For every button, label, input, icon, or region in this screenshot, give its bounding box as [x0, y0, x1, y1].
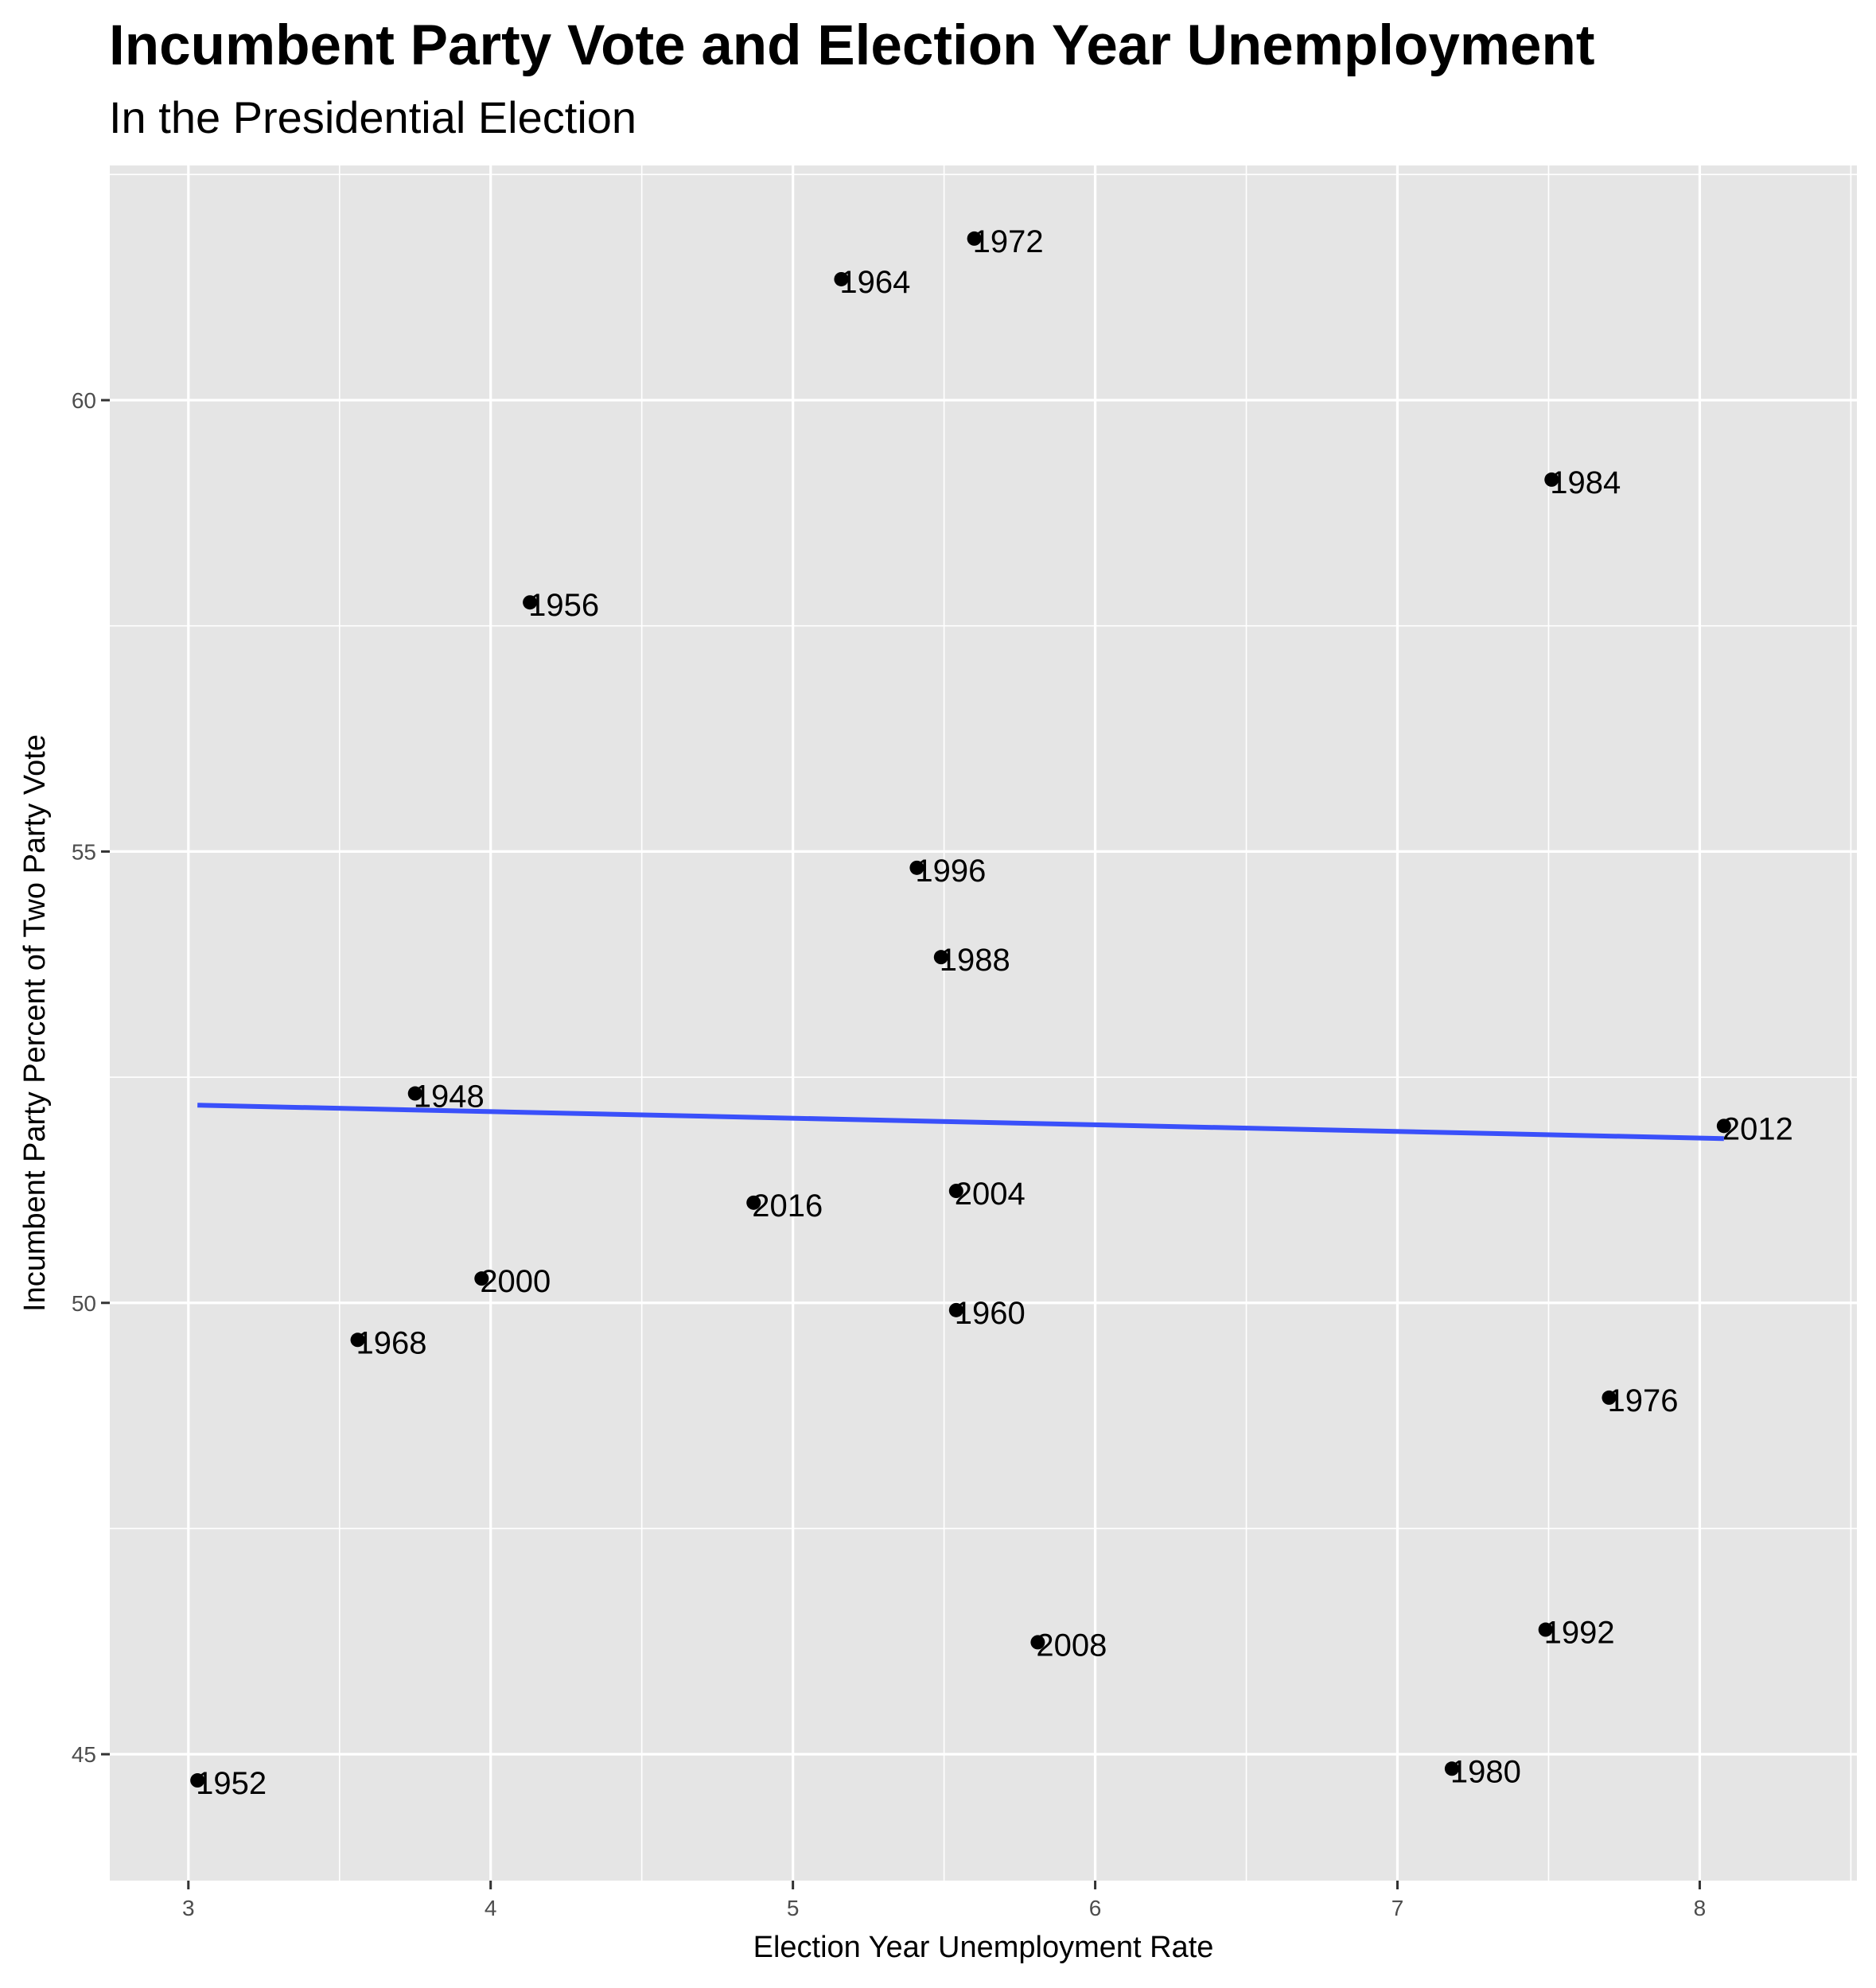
data-point: [1716, 1118, 1731, 1134]
point-label: 1960: [955, 1296, 1026, 1331]
data-point: [1030, 1635, 1045, 1650]
point-label: 1948: [414, 1080, 485, 1115]
data-point: [350, 1332, 365, 1348]
data-point: [948, 1302, 963, 1317]
x-tick-label: 5: [787, 1896, 800, 1920]
point-label: 1968: [356, 1325, 427, 1360]
data-point: [948, 1184, 963, 1199]
chart-subtitle: In the Presidential Election: [109, 92, 636, 142]
point-label: 2016: [752, 1189, 823, 1224]
data-point: [933, 950, 948, 965]
x-tick-label: 3: [182, 1896, 195, 1920]
x-tick-label: 8: [1694, 1896, 1707, 1920]
data-point: [1444, 1761, 1459, 1776]
fit-line-group: [197, 1103, 1724, 1142]
y-axis-title: Incumbent Party Percent of Two Party Vot…: [18, 734, 52, 1312]
x-tick-label: 7: [1391, 1896, 1404, 1920]
x-tick-label: 4: [485, 1896, 497, 1920]
y-tick-label: 50: [72, 1291, 96, 1316]
data-point: [474, 1271, 489, 1286]
point-label: 1964: [839, 265, 910, 300]
data-point: [967, 231, 982, 246]
point-label: 1984: [1550, 465, 1621, 500]
point-label: 1952: [196, 1766, 267, 1801]
y-tick-label: 45: [72, 1742, 96, 1767]
data-point: [1602, 1390, 1617, 1405]
x-axis-title: Election Year Unemployment Rate: [753, 1931, 1214, 1964]
point-label: 1996: [915, 854, 986, 889]
y-tick-label: 55: [72, 839, 96, 864]
data-point: [1544, 472, 1559, 487]
data-point: [834, 271, 849, 286]
data-point: [909, 860, 924, 875]
data-points: [190, 231, 1731, 1788]
point-label: 1972: [973, 224, 1044, 259]
point-label: 1956: [528, 588, 599, 623]
plot-panel: [110, 165, 1857, 1881]
chart-title: Incumbent Party Vote and Election Year U…: [109, 14, 1595, 77]
x-tick-label: 6: [1089, 1896, 1102, 1920]
point-label: 2008: [1036, 1628, 1107, 1663]
point-label: 2004: [955, 1177, 1026, 1212]
point-label: 1988: [940, 943, 1010, 978]
data-point: [1538, 1622, 1553, 1637]
data-point: [407, 1086, 422, 1101]
data-point: [746, 1195, 761, 1210]
data-point: [190, 1773, 205, 1788]
regression-line: [197, 1103, 1724, 1142]
point-labels: 1948 1952 1956 1960 1964 1968 1972 1976 1980 1984…: [196, 224, 1793, 1801]
point-label: 1980: [1450, 1754, 1521, 1789]
point-label: 2012: [1722, 1111, 1793, 1146]
y-tick-label: 60: [72, 388, 96, 413]
point-label: 1976: [1607, 1383, 1678, 1418]
grid-lines: [110, 165, 1857, 1881]
point-label: 1992: [1544, 1616, 1615, 1651]
data-point: [523, 595, 538, 610]
point-label: 2000: [480, 1264, 551, 1299]
